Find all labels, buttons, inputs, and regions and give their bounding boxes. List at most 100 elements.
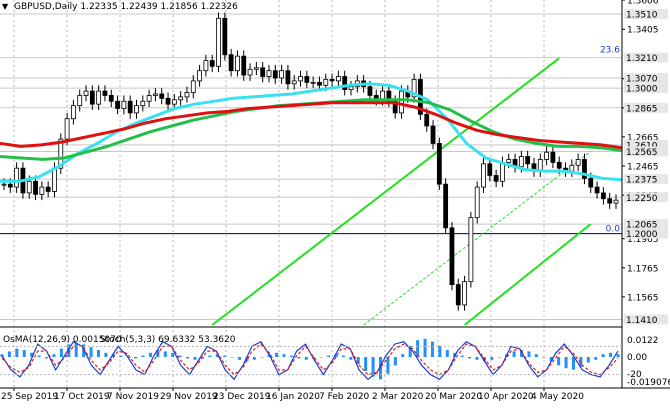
candle-body <box>171 99 177 105</box>
y-tick-label: 1.3405 <box>627 26 659 36</box>
osma-bar <box>460 355 464 357</box>
osma-bar <box>616 354 620 357</box>
osma-bar <box>223 355 227 357</box>
candle-body <box>342 76 348 91</box>
osma-bar <box>59 348 63 357</box>
candle-body <box>253 67 259 70</box>
candle-body <box>607 198 613 204</box>
y-tick-label: 1.1565 <box>627 293 659 303</box>
level-label-box <box>624 314 668 325</box>
y-tick-label: 1.2665 <box>627 133 659 143</box>
osma-bar <box>438 345 442 357</box>
level-label: 1.3510 <box>626 10 658 20</box>
fib-label: 0.0 <box>606 224 621 234</box>
osma-bar <box>148 352 152 357</box>
symbol-label: GBPUSD,Daily <box>14 2 78 12</box>
candle-body <box>266 70 272 77</box>
candle-body <box>39 186 45 195</box>
osma-bar <box>260 357 264 358</box>
candle-body <box>443 183 449 229</box>
level-label: 1.2000 <box>626 230 658 240</box>
osma-bar <box>408 345 412 357</box>
candle-body <box>575 159 581 166</box>
fib-labels: 23.6 0.0 <box>600 46 620 235</box>
level-label-box <box>624 72 668 83</box>
osma-bar <box>74 343 78 357</box>
osma-bar <box>364 357 368 371</box>
candle-body <box>14 167 20 188</box>
osma-bar <box>7 351 11 357</box>
candle-body <box>102 90 108 96</box>
osma-bar <box>490 357 494 360</box>
candle-body <box>272 70 278 79</box>
candle-body <box>436 143 442 185</box>
osma-bar <box>15 348 19 357</box>
osma-bar <box>45 357 49 359</box>
osma-bar <box>163 351 167 357</box>
candle-body <box>468 217 474 283</box>
candle-body <box>399 90 404 114</box>
osma-bar <box>67 344 71 357</box>
candle-body <box>89 90 95 105</box>
osma-bar <box>304 357 308 360</box>
fib-label: 23.6 <box>600 46 620 56</box>
x-tick-label: 4 May 2020 <box>531 392 584 402</box>
ma-line <box>0 98 623 161</box>
dropdown-triangle-icon[interactable]: ▼ <box>2 2 9 11</box>
osma-bar <box>520 350 524 357</box>
osma-bar <box>237 357 241 360</box>
x-tick-label: 20 Mar 2020 <box>425 392 482 402</box>
candle-body <box>335 76 341 82</box>
candle-body <box>487 163 493 176</box>
osma-bar <box>0 354 4 357</box>
osma-bar <box>349 357 353 360</box>
level-label-box <box>624 102 668 113</box>
candle-body <box>165 97 171 105</box>
osma-bar <box>319 357 323 358</box>
candle-body <box>298 76 303 82</box>
osma-bar <box>96 350 100 357</box>
osma-bar <box>327 355 331 357</box>
candle-body <box>184 92 190 98</box>
level-label: 1.1410 <box>626 316 658 326</box>
candle-body <box>424 113 430 127</box>
candle-body <box>77 95 83 107</box>
candle-body <box>506 159 512 163</box>
candle-body <box>96 90 102 105</box>
osma-bar <box>542 357 546 358</box>
osma-bar <box>371 357 375 377</box>
candle-body <box>178 96 184 101</box>
osma-bar <box>609 352 613 357</box>
candle-body <box>71 105 76 120</box>
osma-bar <box>134 357 138 359</box>
ma-line <box>0 101 623 150</box>
level-label-box <box>624 8 668 19</box>
level-label-box <box>624 139 668 150</box>
osma-bar <box>557 357 561 366</box>
candle-body <box>260 67 266 77</box>
osma-bar <box>193 357 197 360</box>
candle-body <box>140 100 146 107</box>
osma-bar <box>497 357 501 358</box>
level-label: 1.3210 <box>626 54 658 64</box>
candle-body <box>153 93 158 96</box>
osma-bar <box>104 352 108 357</box>
candle-body <box>317 81 322 86</box>
moving-averages <box>0 82 623 183</box>
y-tick-label: 1.2465 <box>627 162 659 172</box>
osma-bar <box>282 354 286 357</box>
candle-body <box>329 79 335 82</box>
level-label-box <box>624 174 668 185</box>
osma-bar <box>37 355 41 357</box>
candle-body <box>323 79 329 86</box>
osma-bar <box>89 347 93 357</box>
osma-bar <box>393 357 397 366</box>
osma-bar <box>208 355 212 357</box>
candle-body <box>52 167 57 192</box>
osma-bar <box>601 354 605 357</box>
osma-bar <box>178 355 182 357</box>
